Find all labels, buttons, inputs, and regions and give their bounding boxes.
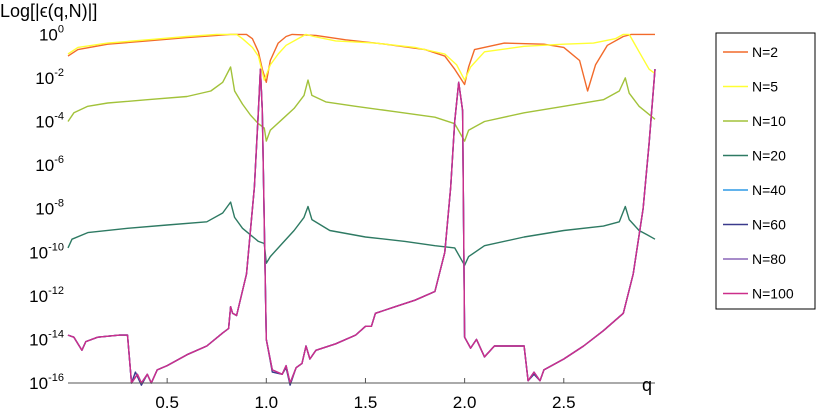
x-axis-label: q bbox=[642, 375, 652, 395]
legend-label-n-10: N=10 bbox=[752, 113, 786, 129]
legend-label-n-80: N=80 bbox=[752, 251, 786, 267]
y-tick-label: 10-2 bbox=[35, 67, 64, 88]
series-line-n-20 bbox=[67, 201, 656, 266]
legend-label-n-20: N=20 bbox=[752, 148, 786, 164]
x-tick-label: 0.5 bbox=[155, 393, 179, 412]
x-tick-label: 2.5 bbox=[552, 393, 576, 412]
y-tick-label: 10-14 bbox=[29, 328, 64, 349]
series-line-n-5 bbox=[67, 33, 656, 81]
legend: N=2 N=5 N=10 N=20 N=40 N=60 N=80 N=100 bbox=[715, 32, 816, 310]
legend-label-n-5: N=5 bbox=[752, 79, 778, 95]
series-line-n-60 bbox=[67, 68, 656, 386]
y-tick-label: 10-6 bbox=[35, 154, 64, 175]
y-tick-label: 10-10 bbox=[29, 241, 64, 262]
y-axis-label: Log[|ϵ(q,N)|] bbox=[0, 1, 97, 21]
x-axis-ticks: 0.5 1.0 1.5 2.0 2.5 bbox=[155, 378, 576, 412]
series-line-n-100 bbox=[67, 68, 656, 384]
y-tick-label: 10-16 bbox=[29, 372, 64, 393]
series-line-n-10 bbox=[67, 66, 656, 142]
x-tick-label: 1.0 bbox=[254, 393, 278, 412]
legend-box bbox=[715, 32, 816, 310]
legend-label-n-2: N=2 bbox=[752, 44, 778, 60]
x-tick-label: 1.5 bbox=[354, 393, 378, 412]
plot-series-group bbox=[67, 33, 656, 386]
y-tick-label: 10-12 bbox=[29, 285, 64, 306]
legend-label-n-60: N=60 bbox=[752, 217, 786, 233]
y-tick-label: 10-8 bbox=[35, 198, 64, 219]
axes-group: 0.5 1.0 1.5 2.0 2.5 100 10-2 10-4 10-6 10-8 10-10… bbox=[0, 1, 655, 412]
legend-label-n-40: N=40 bbox=[752, 182, 786, 198]
y-tick-label: 100 bbox=[39, 23, 64, 44]
y-tick-label: 10-4 bbox=[35, 111, 64, 132]
x-tick-label: 2.0 bbox=[453, 393, 477, 412]
legend-label-n-100: N=100 bbox=[752, 286, 794, 302]
y-axis-ticks: 100 10-2 10-4 10-6 10-8 10-10 10-12 10-14 10-16 bbox=[29, 23, 64, 393]
